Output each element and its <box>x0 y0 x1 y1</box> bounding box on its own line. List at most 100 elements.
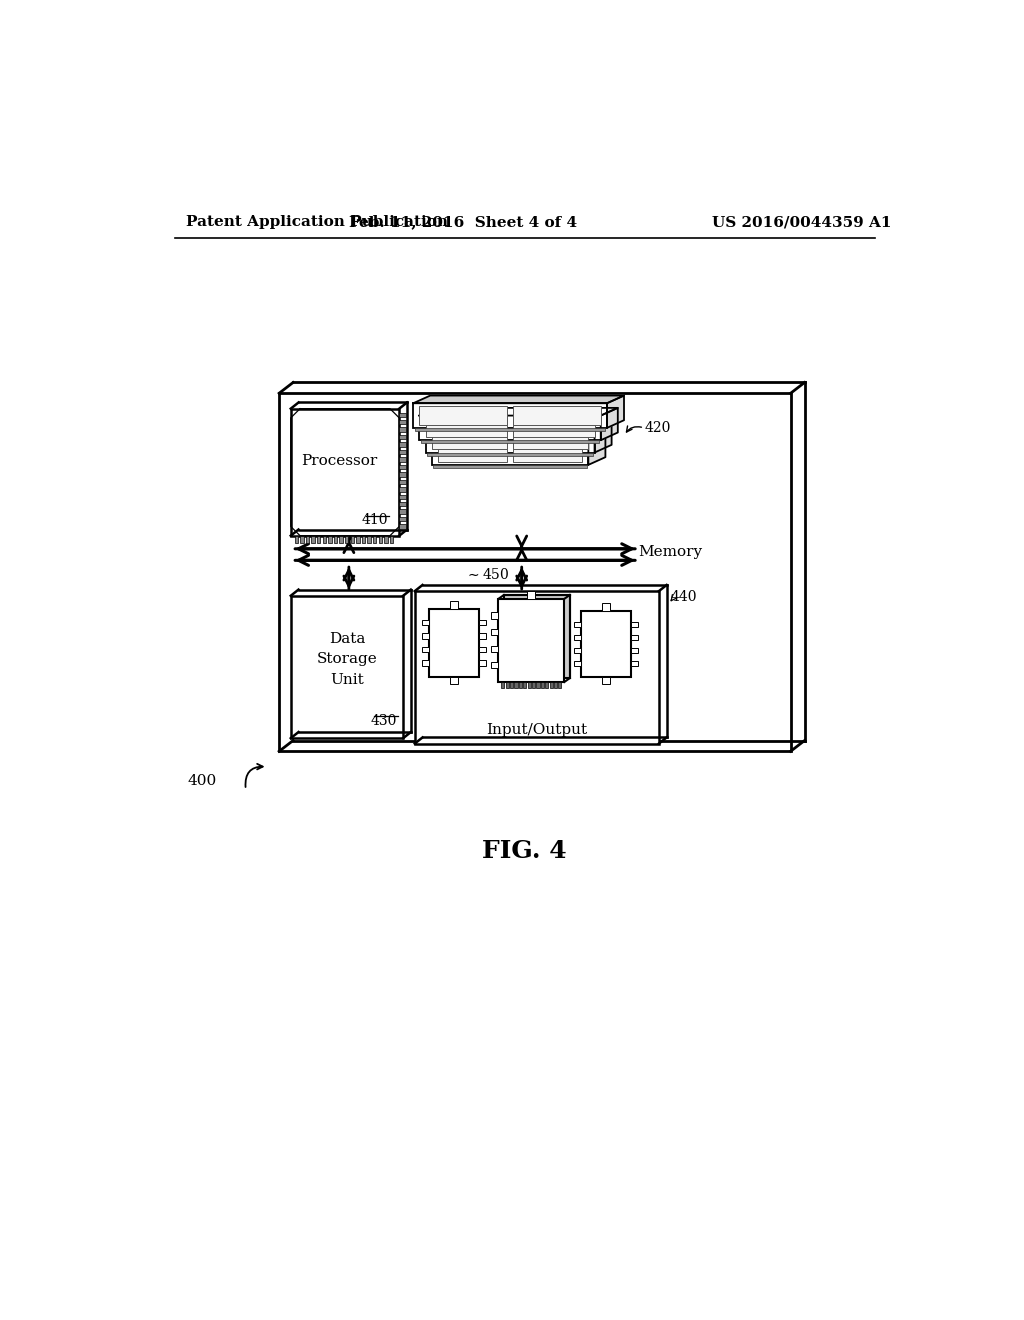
Text: 440: 440 <box>671 590 697 605</box>
Bar <box>523 682 526 688</box>
Text: Data
Storage
Unit: Data Storage Unit <box>316 632 377 686</box>
Bar <box>433 465 587 469</box>
Text: 430: 430 <box>371 714 397 729</box>
Bar <box>291 595 403 738</box>
Bar <box>602 677 609 684</box>
Bar <box>399 479 407 484</box>
Bar <box>399 510 407 513</box>
Bar <box>513 430 589 449</box>
Bar <box>427 453 593 455</box>
Polygon shape <box>426 420 611 428</box>
Text: $\sim$450: $\sim$450 <box>465 566 510 582</box>
Bar <box>513 418 595 437</box>
Bar <box>422 634 429 639</box>
Bar <box>414 404 607 428</box>
Bar <box>479 619 486 626</box>
Bar <box>345 536 348 543</box>
Bar <box>492 612 499 619</box>
Bar <box>399 442 407 446</box>
Bar <box>280 393 791 751</box>
Bar <box>573 648 581 653</box>
Bar <box>432 430 507 449</box>
Bar <box>356 536 359 543</box>
Bar <box>479 660 486 665</box>
Bar <box>399 495 407 499</box>
Text: 400: 400 <box>187 774 217 788</box>
Bar <box>550 682 553 688</box>
Bar <box>513 444 583 462</box>
Bar <box>631 648 638 653</box>
Polygon shape <box>420 408 617 416</box>
Bar <box>545 682 548 688</box>
Bar <box>415 428 605 430</box>
Bar <box>300 536 303 543</box>
Bar <box>399 465 407 469</box>
Bar <box>519 682 522 688</box>
Bar <box>399 457 407 462</box>
Text: Input/Output: Input/Output <box>486 723 588 737</box>
Bar <box>506 682 509 688</box>
Polygon shape <box>414 396 624 404</box>
Bar <box>295 536 298 543</box>
Bar <box>532 682 536 688</box>
Bar <box>438 444 507 462</box>
Bar <box>420 407 507 425</box>
Bar <box>291 409 399 536</box>
Bar <box>502 682 505 688</box>
Bar <box>541 682 544 688</box>
Polygon shape <box>595 420 611 453</box>
Bar <box>573 622 581 627</box>
Bar <box>429 609 479 677</box>
Polygon shape <box>607 396 624 428</box>
Text: US 2016/0044359 A1: US 2016/0044359 A1 <box>713 215 892 230</box>
Bar <box>384 536 387 543</box>
Bar <box>573 661 581 667</box>
Bar <box>323 536 326 543</box>
Text: Patent Application Publication: Patent Application Publication <box>186 215 449 230</box>
Bar <box>339 536 343 543</box>
Bar <box>631 622 638 627</box>
Bar <box>399 450 407 454</box>
Polygon shape <box>432 433 605 441</box>
Bar <box>399 524 407 529</box>
Bar <box>368 536 371 543</box>
Bar <box>334 536 337 543</box>
Bar <box>514 682 517 688</box>
Bar <box>399 420 407 425</box>
Bar <box>558 682 561 688</box>
Bar <box>492 630 499 635</box>
Bar <box>399 487 407 491</box>
Bar <box>399 502 407 507</box>
Bar <box>492 663 499 668</box>
Bar <box>399 473 407 477</box>
Bar <box>399 428 407 432</box>
Bar <box>390 536 393 543</box>
Text: Memory: Memory <box>638 545 702 558</box>
Bar <box>499 599 564 682</box>
Text: Feb. 11, 2016  Sheet 4 of 4: Feb. 11, 2016 Sheet 4 of 4 <box>349 215 577 230</box>
Text: FIG. 4: FIG. 4 <box>482 840 567 863</box>
Bar <box>426 428 595 453</box>
Bar <box>350 536 354 543</box>
Bar <box>450 601 458 609</box>
Bar <box>631 635 638 640</box>
Bar <box>422 660 429 665</box>
Bar <box>399 434 407 440</box>
Bar <box>537 682 540 688</box>
Bar <box>311 536 314 543</box>
Bar <box>479 634 486 639</box>
Bar <box>527 682 530 688</box>
Bar <box>399 517 407 521</box>
Bar <box>554 682 557 688</box>
Bar <box>329 536 332 543</box>
Bar <box>415 591 658 743</box>
Bar <box>573 635 581 640</box>
Bar <box>450 677 458 684</box>
Bar <box>432 441 589 465</box>
Bar <box>513 407 601 425</box>
Text: 410: 410 <box>361 513 388 527</box>
Bar <box>631 661 638 667</box>
Bar <box>420 416 601 441</box>
Bar <box>399 412 407 417</box>
Bar <box>379 536 382 543</box>
